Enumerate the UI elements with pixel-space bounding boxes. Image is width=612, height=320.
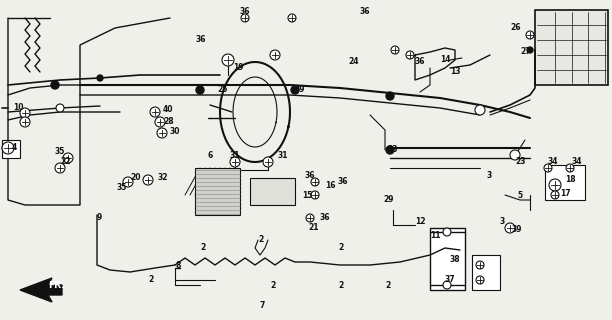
Polygon shape [195, 168, 240, 215]
Text: 32: 32 [158, 173, 168, 182]
Circle shape [510, 150, 520, 160]
Circle shape [443, 281, 451, 289]
Circle shape [549, 179, 561, 191]
Circle shape [20, 108, 30, 118]
Text: 4: 4 [12, 143, 17, 153]
Text: 28: 28 [163, 117, 174, 126]
Text: 23: 23 [515, 157, 526, 166]
Circle shape [526, 31, 534, 39]
Circle shape [406, 51, 414, 59]
Text: 30: 30 [170, 127, 181, 137]
Circle shape [51, 81, 59, 89]
Text: FR.: FR. [48, 282, 64, 291]
Circle shape [551, 191, 559, 199]
Text: 31: 31 [230, 150, 241, 159]
Circle shape [157, 128, 167, 138]
Circle shape [63, 153, 73, 163]
Text: 36: 36 [338, 178, 348, 187]
Circle shape [196, 86, 204, 94]
Text: 24: 24 [348, 58, 359, 67]
Text: 31: 31 [278, 150, 288, 159]
Text: 36: 36 [320, 213, 330, 222]
Text: 18: 18 [565, 175, 576, 185]
Text: 27: 27 [520, 47, 531, 57]
Text: 3: 3 [487, 171, 492, 180]
Polygon shape [430, 228, 465, 290]
Circle shape [97, 75, 103, 81]
Circle shape [20, 117, 30, 127]
Text: 14: 14 [440, 55, 450, 65]
Text: 15: 15 [302, 190, 312, 199]
Text: 36: 36 [360, 7, 370, 17]
Text: 38: 38 [450, 255, 461, 265]
Text: 39: 39 [295, 85, 305, 94]
Circle shape [270, 50, 280, 60]
Circle shape [391, 46, 399, 54]
Circle shape [155, 117, 165, 127]
Circle shape [230, 157, 240, 167]
Circle shape [143, 175, 153, 185]
Circle shape [56, 104, 64, 112]
Polygon shape [545, 165, 585, 200]
Polygon shape [535, 10, 608, 85]
Circle shape [2, 142, 14, 154]
Polygon shape [250, 178, 295, 205]
Text: 37: 37 [445, 276, 455, 284]
Text: 39: 39 [512, 226, 523, 235]
Text: 34: 34 [548, 157, 559, 166]
Text: 6: 6 [208, 150, 213, 159]
Circle shape [527, 47, 533, 53]
Text: 2: 2 [200, 244, 205, 252]
Text: 8: 8 [175, 260, 181, 269]
Text: 11: 11 [430, 230, 441, 239]
Text: 17: 17 [560, 188, 570, 197]
Polygon shape [2, 140, 20, 158]
Text: 13: 13 [450, 68, 460, 76]
Circle shape [443, 228, 451, 236]
Text: 2: 2 [385, 281, 390, 290]
Circle shape [222, 54, 234, 66]
Text: 36: 36 [415, 58, 425, 67]
Text: 40: 40 [163, 106, 173, 115]
Text: 36: 36 [196, 36, 206, 44]
Text: 36: 36 [305, 171, 316, 180]
Circle shape [288, 14, 296, 22]
Circle shape [263, 157, 273, 167]
Circle shape [123, 177, 133, 187]
Text: 26: 26 [510, 23, 520, 33]
Text: 16: 16 [325, 180, 335, 189]
Circle shape [386, 92, 394, 100]
Circle shape [150, 107, 160, 117]
Circle shape [505, 223, 515, 233]
Circle shape [55, 163, 65, 173]
Text: 3: 3 [500, 218, 506, 227]
Text: 10: 10 [13, 103, 23, 113]
Text: 19: 19 [233, 63, 244, 73]
Text: 2: 2 [338, 244, 343, 252]
Circle shape [311, 191, 319, 199]
Text: 2: 2 [258, 236, 263, 244]
Text: 9: 9 [97, 213, 102, 222]
Text: 33: 33 [388, 146, 398, 155]
Text: 29: 29 [383, 196, 394, 204]
Circle shape [306, 214, 314, 222]
Text: 20: 20 [130, 173, 141, 182]
Polygon shape [472, 255, 500, 290]
Circle shape [476, 261, 484, 269]
Text: 36: 36 [240, 7, 250, 17]
Text: 25: 25 [217, 85, 228, 94]
Polygon shape [20, 278, 62, 302]
Text: 7: 7 [260, 300, 266, 309]
Text: 21: 21 [308, 223, 318, 233]
Circle shape [291, 86, 299, 94]
Text: 2: 2 [270, 281, 275, 290]
Text: 35: 35 [117, 183, 127, 193]
Circle shape [311, 178, 319, 186]
Circle shape [475, 105, 485, 115]
Text: 35: 35 [55, 148, 65, 156]
Text: 12: 12 [415, 218, 425, 227]
Circle shape [544, 164, 552, 172]
Text: 34: 34 [572, 157, 583, 166]
Text: 2: 2 [338, 281, 343, 290]
